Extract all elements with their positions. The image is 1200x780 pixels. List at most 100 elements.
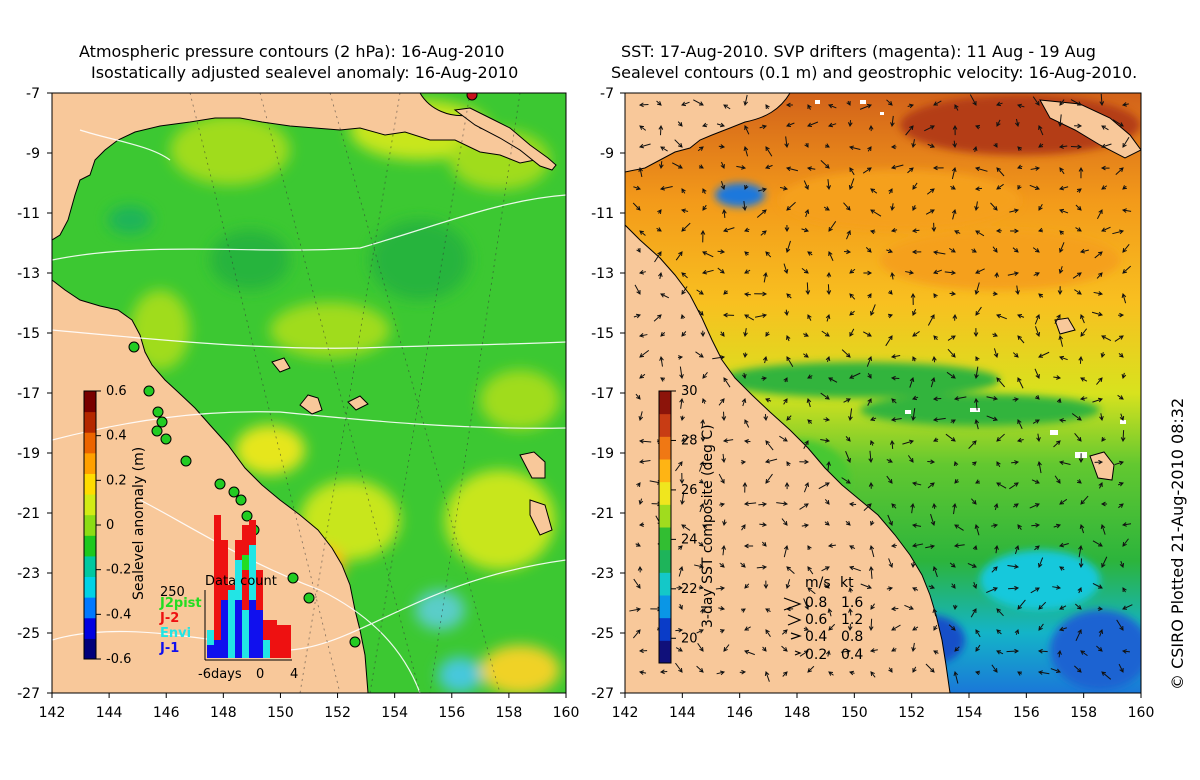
velocity-arrow: [722, 208, 727, 218]
velocity-arrow: [869, 440, 875, 446]
velocity-row-4-ms: 0.2: [805, 647, 827, 663]
velocity-arrow: [890, 543, 897, 549]
velocity-arrow: [803, 598, 809, 610]
velocity-arrow: [890, 417, 902, 422]
velocity-arrow: [952, 140, 957, 149]
velocity-arrow: [1118, 312, 1125, 318]
velocity-arrow: [1059, 626, 1067, 632]
velocity-arrow: [952, 604, 958, 611]
velocity-arrow: [1017, 377, 1024, 389]
velocity-arrow: [820, 159, 830, 169]
velocity-arrow: [801, 227, 809, 233]
velocity-arrow: [950, 419, 956, 424]
velocity-arrow: [675, 647, 683, 652]
velocity-arrow: [996, 461, 1001, 468]
velocity-arrow: [765, 440, 774, 451]
velocity-arrow: [698, 309, 704, 316]
velocity-arrow: [986, 415, 998, 421]
legend-j2pist: J2pist: [159, 596, 202, 611]
velocity-arrow: [823, 583, 830, 589]
sealevel-colorbar-swatch: [84, 535, 96, 557]
velocity-arrow: [1093, 291, 1104, 296]
velocity-arrow: [1058, 144, 1068, 149]
left-lat-label: -25: [17, 626, 40, 642]
velocity-arrow: [1057, 114, 1063, 128]
right-lat-label: -19: [591, 446, 614, 462]
velocity-arrow: [828, 104, 837, 109]
velocity-arrow: [799, 459, 810, 465]
velocity-arrow: [783, 263, 789, 274]
velocity-arrow: [868, 124, 874, 132]
velocity-arrow: [776, 501, 789, 506]
velocity-arrow: [1070, 99, 1082, 106]
velocity-arrow: [870, 188, 878, 194]
left-lat-label: -21: [17, 506, 40, 522]
velocity-arrow: [1050, 668, 1061, 674]
velocity-arrow: [638, 498, 644, 506]
velocity-arrow: [659, 161, 664, 170]
velocity-arrow: [952, 502, 957, 515]
velocity-arrow: [1034, 545, 1040, 551]
left-lon-label: 152: [324, 705, 351, 721]
velocity-arrow: [680, 415, 685, 422]
velocity-arrow: [1092, 397, 1103, 403]
velocity-arrow: [720, 331, 725, 337]
velocity-arrow: [1056, 397, 1062, 404]
velocity-arrow: [681, 331, 687, 337]
velocity-arrow: [681, 188, 686, 194]
velocity-arrow: [1058, 542, 1069, 548]
velocity-arrow: [680, 208, 689, 214]
velocity-arrow: [680, 313, 686, 320]
velocity-arrow: [744, 626, 751, 631]
velocity-arrow: [740, 562, 746, 568]
velocity-arrow: [1100, 352, 1106, 359]
sst-colorbar-swatch: [659, 527, 671, 551]
velocity-arrow: [632, 629, 641, 639]
velocity-arrow: [975, 356, 980, 362]
velocity-arrow: [712, 355, 726, 360]
velocity-arrow: [765, 146, 773, 157]
velocity-arrow: [723, 104, 731, 110]
velocity-arrow: [925, 544, 936, 549]
left-lon-label: 144: [96, 705, 123, 721]
velocity-arrow: [947, 348, 956, 358]
velocity-arrow: [952, 124, 958, 136]
velocity-arrow: [1114, 460, 1124, 466]
velocity-arrow: [1059, 605, 1067, 610]
sealevel-colorbar-swatch: [84, 576, 96, 598]
left-lon-label: 148: [210, 705, 237, 721]
velocity-arrow: [972, 582, 978, 589]
velocity-arrow: [803, 180, 809, 190]
velocity-arrow: [700, 607, 705, 614]
velocity-arrow: [743, 501, 757, 507]
velocity-arrow: [1017, 184, 1022, 190]
sst-colorbar-swatch: [659, 481, 671, 505]
velocity-arrow: [1053, 440, 1061, 448]
velocity-arrow: [721, 544, 726, 556]
velocity-arrow: [1059, 242, 1065, 253]
velocity-arrow: [926, 188, 935, 195]
velocity-arrow: [870, 520, 875, 526]
velocity-arrow: [870, 209, 882, 217]
velocity-arrow: [1007, 271, 1020, 276]
sealevel-colorbar-swatch: [84, 494, 96, 516]
velocity-row-2-ms: 0.6: [805, 612, 827, 628]
velocity-arrow: [907, 167, 914, 174]
velocity-arrow: [927, 482, 935, 489]
right-islands: [1039, 99, 1141, 481]
velocity-arrow: [1097, 606, 1104, 612]
velocity-arrow: [904, 604, 914, 610]
velocity-arrow: [1101, 436, 1106, 442]
velocity-arrow: [1122, 538, 1129, 547]
right-land-png: [625, 93, 791, 173]
velocity-arrow: [1016, 437, 1024, 443]
velocity-arrow: [1092, 540, 1103, 547]
velocity-arrow: [927, 314, 935, 326]
velocity-arrow: [933, 269, 943, 275]
sst-colorbar-tick-label: 30: [681, 384, 698, 399]
velocity-arrow: [716, 122, 725, 128]
velocity-arrow: [890, 354, 901, 359]
velocity-arrow: [946, 371, 956, 379]
velocity-arrow: [801, 523, 810, 528]
velocity-arrow: [1075, 629, 1082, 641]
